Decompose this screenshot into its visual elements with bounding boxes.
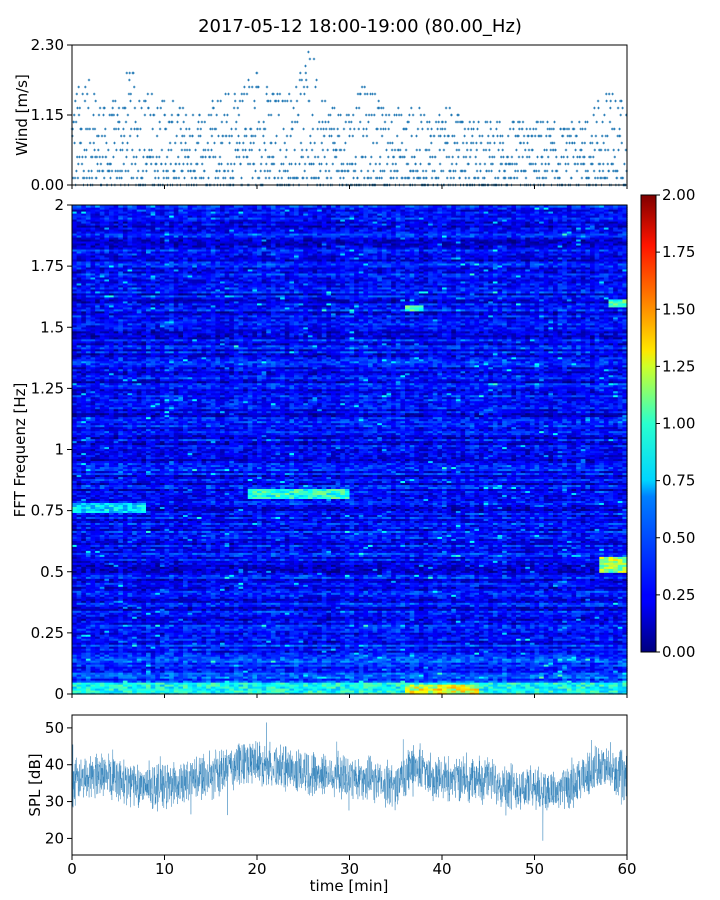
wind-y-label: Wind [m/s] [13,74,31,156]
figure-title: 2017-05-12 18:00-19:00 (80.00_Hz) [198,16,522,37]
wind-markers [71,51,628,186]
wind-y-tick-label: 1.15 [31,106,64,124]
wind-y-ticks: 0.00 1.15 2.30 [31,36,72,194]
wind-panel: 0.00 1.15 2.30 Wind [m/s] [13,36,628,194]
wind-y-tick-label: 2.30 [31,36,64,54]
wind-points [71,51,628,186]
spectrogram-cells [72,205,628,695]
wind-y-tick-label: 0.00 [31,176,64,194]
